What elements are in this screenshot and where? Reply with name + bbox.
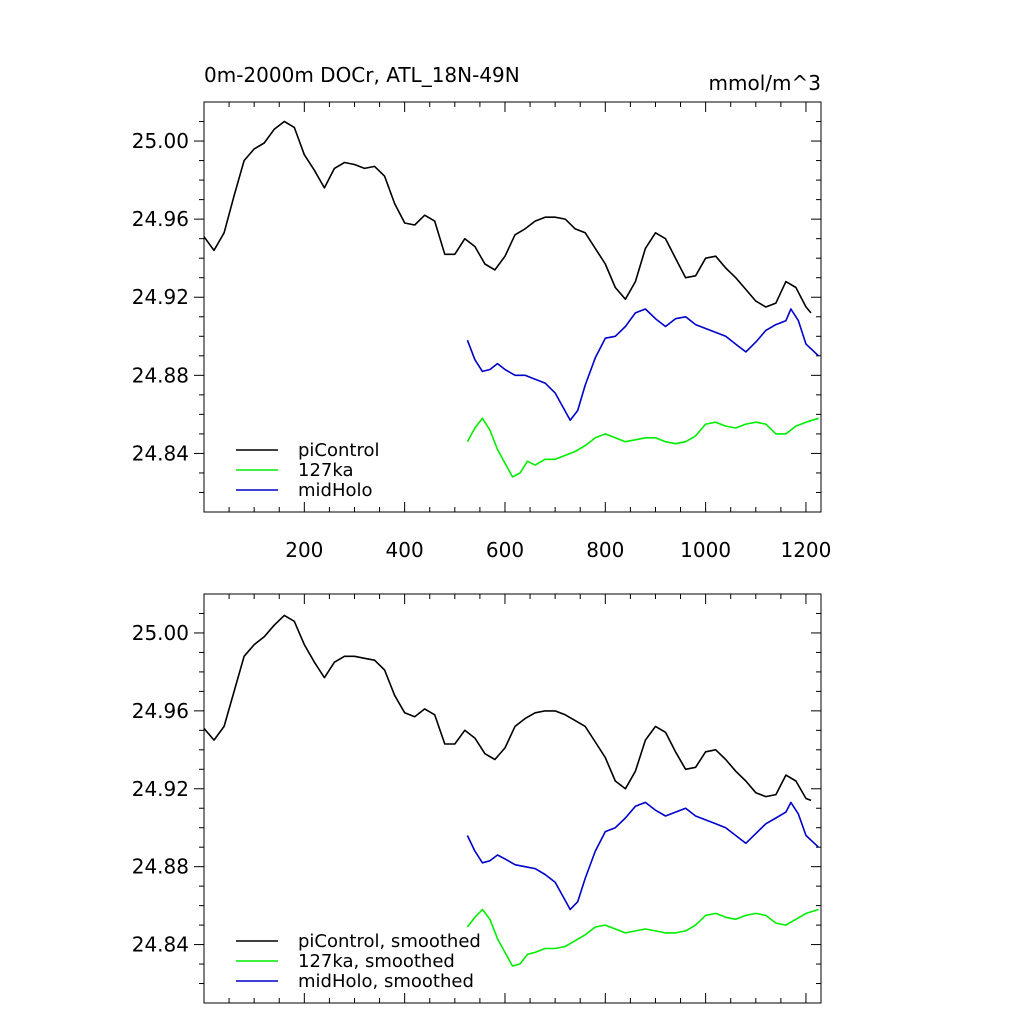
series-line-1 bbox=[203, 614, 812, 802]
series-line-1 bbox=[203, 120, 812, 314]
y-tick-label: 24.92 bbox=[132, 285, 189, 309]
series-line-3 bbox=[466, 801, 820, 911]
panel-2: 24.84 24.88 24.92 24.96 25.00 piControl, smoo… bbox=[132, 593, 822, 1004]
chart-title: 0m-2000m DOCr, ATL_18N-49N bbox=[204, 63, 520, 87]
legend-entry: midHolo, smoothed bbox=[298, 971, 474, 992]
legend-entry: piControl, smoothed bbox=[298, 931, 481, 952]
plot-frame bbox=[203, 593, 822, 1004]
x-tick-label: 1000 bbox=[680, 538, 731, 562]
y-tick-label: 24.84 bbox=[132, 441, 189, 465]
x-tick-label: 600 bbox=[486, 538, 524, 562]
x-tick-label: 200 bbox=[285, 538, 323, 562]
x-tick-label: 400 bbox=[386, 538, 424, 562]
y-tick-label: 24.88 bbox=[132, 855, 189, 879]
series-line-2 bbox=[466, 908, 819, 967]
y-tick-label: 24.84 bbox=[132, 933, 189, 957]
legend-entry: 127ka bbox=[298, 460, 354, 481]
y-tick-label: 25.00 bbox=[132, 621, 189, 645]
legend-entry: midHolo bbox=[298, 480, 373, 501]
y-tick-label: 24.96 bbox=[132, 699, 189, 723]
y-tick-label: 24.96 bbox=[132, 207, 189, 231]
panel-1: 200 400 600 800 1000 1200 24.84 24.88 24.92 24.96… bbox=[132, 63, 832, 562]
series-line-2 bbox=[466, 417, 819, 478]
plot-frame bbox=[203, 101, 822, 513]
y-tick-label: 25.00 bbox=[132, 129, 189, 153]
legend-entry: 127ka, smoothed bbox=[298, 951, 455, 972]
series-line-3 bbox=[466, 308, 820, 421]
y-tick-label: 24.92 bbox=[132, 777, 189, 801]
units-label: mmol/m^3 bbox=[709, 71, 821, 95]
y-tick-label: 24.88 bbox=[132, 363, 189, 387]
legend-entry: piControl bbox=[298, 440, 380, 461]
x-tick-label: 800 bbox=[586, 538, 624, 562]
x-tick-label: 1200 bbox=[780, 538, 831, 562]
